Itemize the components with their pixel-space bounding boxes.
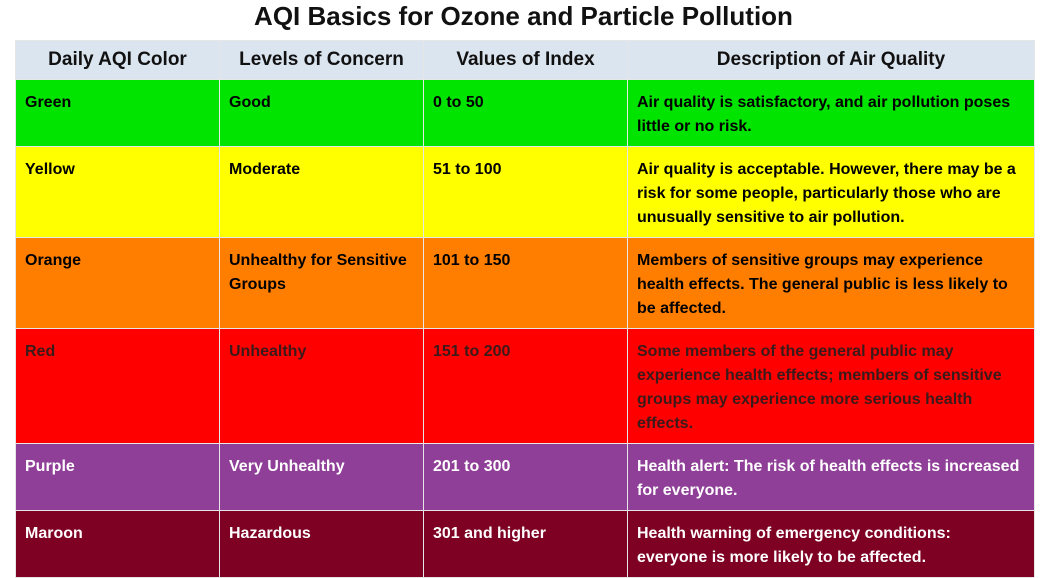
table-row: Orange Unhealthy for Sensitive Groups 10… bbox=[15, 237, 1035, 329]
table-row: Maroon Hazardous 301 and higher Health w… bbox=[15, 510, 1035, 578]
page-title: AQI Basics for Ozone and Particle Pollut… bbox=[254, 1, 793, 31]
cell-index-values: 301 and higher bbox=[423, 510, 628, 578]
cell-level-of-concern: Very Unhealthy bbox=[219, 443, 424, 511]
cell-index-values: 151 to 200 bbox=[423, 328, 628, 444]
table-row: Red Unhealthy 151 to 200 Some members of… bbox=[15, 328, 1035, 444]
cell-aqi-color: Yellow bbox=[15, 146, 220, 238]
cell-description: Some members of the general public may e… bbox=[627, 328, 1035, 444]
cell-aqi-color: Green bbox=[15, 79, 220, 147]
header-description: Description of Air Quality bbox=[627, 40, 1035, 80]
cell-level-of-concern: Unhealthy for Sensitive Groups bbox=[219, 237, 424, 329]
cell-aqi-color: Maroon bbox=[15, 510, 220, 578]
cell-aqi-color: Orange bbox=[15, 237, 220, 329]
table-header-row: Daily AQI Color Levels of Concern Values… bbox=[15, 40, 1035, 80]
cell-index-values: 51 to 100 bbox=[423, 146, 628, 238]
cell-aqi-color: Purple bbox=[15, 443, 220, 511]
cell-description: Health warning of emergency conditions: … bbox=[627, 510, 1035, 578]
cell-description: Air quality is satisfactory, and air pol… bbox=[627, 79, 1035, 147]
cell-index-values: 201 to 300 bbox=[423, 443, 628, 511]
table-row: Yellow Moderate 51 to 100 Air quality is… bbox=[15, 146, 1035, 238]
header-values-of-index: Values of Index bbox=[423, 40, 628, 80]
aqi-table: Daily AQI Color Levels of Concern Values… bbox=[15, 40, 1035, 578]
header-levels-of-concern: Levels of Concern bbox=[219, 40, 424, 80]
cell-description: Health alert: The risk of health effects… bbox=[627, 443, 1035, 511]
cell-level-of-concern: Hazardous bbox=[219, 510, 424, 578]
cell-description: Members of sensitive groups may experien… bbox=[627, 237, 1035, 329]
cell-level-of-concern: Good bbox=[219, 79, 424, 147]
cell-index-values: 101 to 150 bbox=[423, 237, 628, 329]
cell-level-of-concern: Moderate bbox=[219, 146, 424, 238]
cell-aqi-color: Red bbox=[15, 328, 220, 444]
table-row: Green Good 0 to 50 Air quality is satisf… bbox=[15, 79, 1035, 147]
cell-index-values: 0 to 50 bbox=[423, 79, 628, 147]
cell-description: Air quality is acceptable. However, ther… bbox=[627, 146, 1035, 238]
header-daily-aqi-color: Daily AQI Color bbox=[15, 40, 220, 80]
cell-level-of-concern: Unhealthy bbox=[219, 328, 424, 444]
table-row: Purple Very Unhealthy 201 to 300 Health … bbox=[15, 443, 1035, 511]
